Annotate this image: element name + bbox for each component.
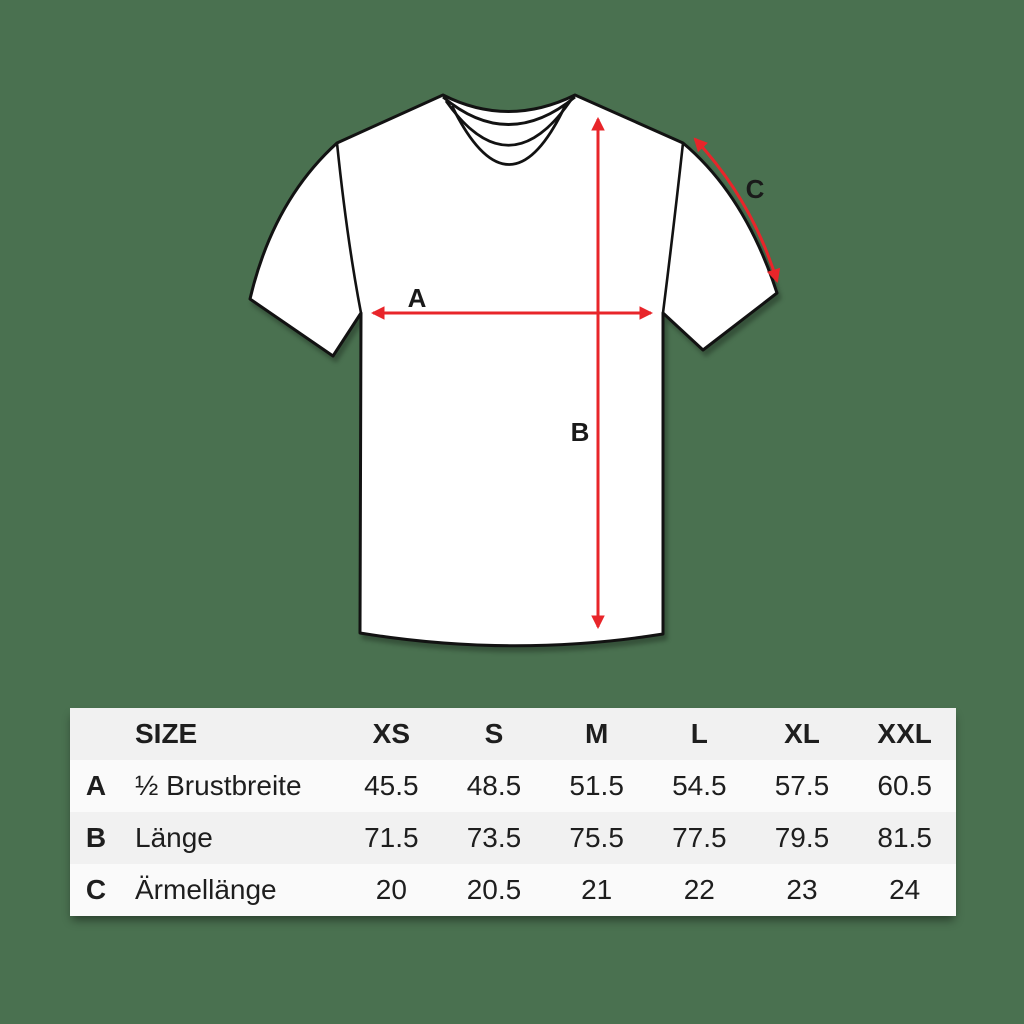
- header-l-cell: L: [690, 718, 708, 749]
- collar-curve-2: [444, 99, 573, 147]
- row-a-value-xl: 57.5: [774, 770, 830, 801]
- left-sleeve-seam: [335, 142, 363, 314]
- table-row-b: B Länge 71.5 73.5 75.5 77.5 79.5 81.5: [70, 812, 956, 864]
- row-c-value-s: 20.5: [466, 874, 522, 905]
- size-table-header-row: SIZE XS S M L XL XXL: [70, 708, 956, 760]
- measure-c-label: C: [746, 174, 765, 204]
- row-c-value-xl: 23: [786, 874, 818, 905]
- table-row-c: C Ärmellänge 20 20.5 21 22 23 24: [70, 864, 956, 916]
- header-xl-cell: XL: [784, 718, 820, 749]
- row-a-value-m: 51.5: [569, 770, 624, 801]
- row-b-value-s: 73.5: [466, 822, 522, 853]
- row-b-name: Länge: [135, 822, 213, 853]
- row-b-value-l: 77.5: [672, 822, 727, 853]
- row-b-value-xs: 71.5: [364, 822, 419, 853]
- row-c-name: Ärmellänge: [135, 874, 277, 905]
- row-a-name: ½ Brustbreite: [135, 770, 302, 801]
- collar-curve-3: [450, 103, 568, 166]
- row-b-value-xxl: 81.5: [877, 822, 932, 853]
- size-table: SIZE XS S M L XL XXL A ½ Brustbreite 45.…: [70, 708, 956, 916]
- header-m-cell: M: [584, 718, 609, 749]
- row-c-value-xxl: 24: [889, 874, 921, 905]
- row-c-value-xs: 20: [375, 874, 407, 905]
- header-size-cell: SIZE: [135, 718, 198, 749]
- row-c-key: C: [85, 874, 107, 905]
- measure-c-arrow: [693, 137, 781, 283]
- row-a-key: A: [85, 770, 107, 801]
- row-b-value-m: 75.5: [569, 822, 624, 853]
- row-c-value-m: 21: [581, 874, 613, 905]
- row-b-value-xl: 79.5: [774, 822, 830, 853]
- row-a-value-xs: 45.5: [364, 770, 419, 801]
- header-xs-cell: XS: [372, 718, 410, 749]
- row-a-value-xxl: 60.5: [877, 770, 932, 801]
- measure-b-label: B: [571, 417, 590, 447]
- row-c-value-l: 22: [683, 874, 715, 905]
- collar-curve-1: [442, 95, 576, 126]
- header-xxl-cell: XXL: [877, 718, 932, 749]
- header-s-cell: S: [484, 718, 504, 749]
- tshirt-body-shape: [248, 93, 779, 648]
- right-sleeve-seam: [661, 142, 685, 314]
- row-a-value-s: 48.5: [466, 770, 522, 801]
- row-a-value-l: 54.5: [672, 770, 727, 801]
- measure-a-label: A: [408, 283, 427, 313]
- row-b-key: B: [85, 822, 107, 853]
- tshirt-outline: [248, 93, 779, 648]
- table-row-a: A ½ Brustbreite 45.5 48.5 51.5 54.5 57.5…: [70, 760, 956, 812]
